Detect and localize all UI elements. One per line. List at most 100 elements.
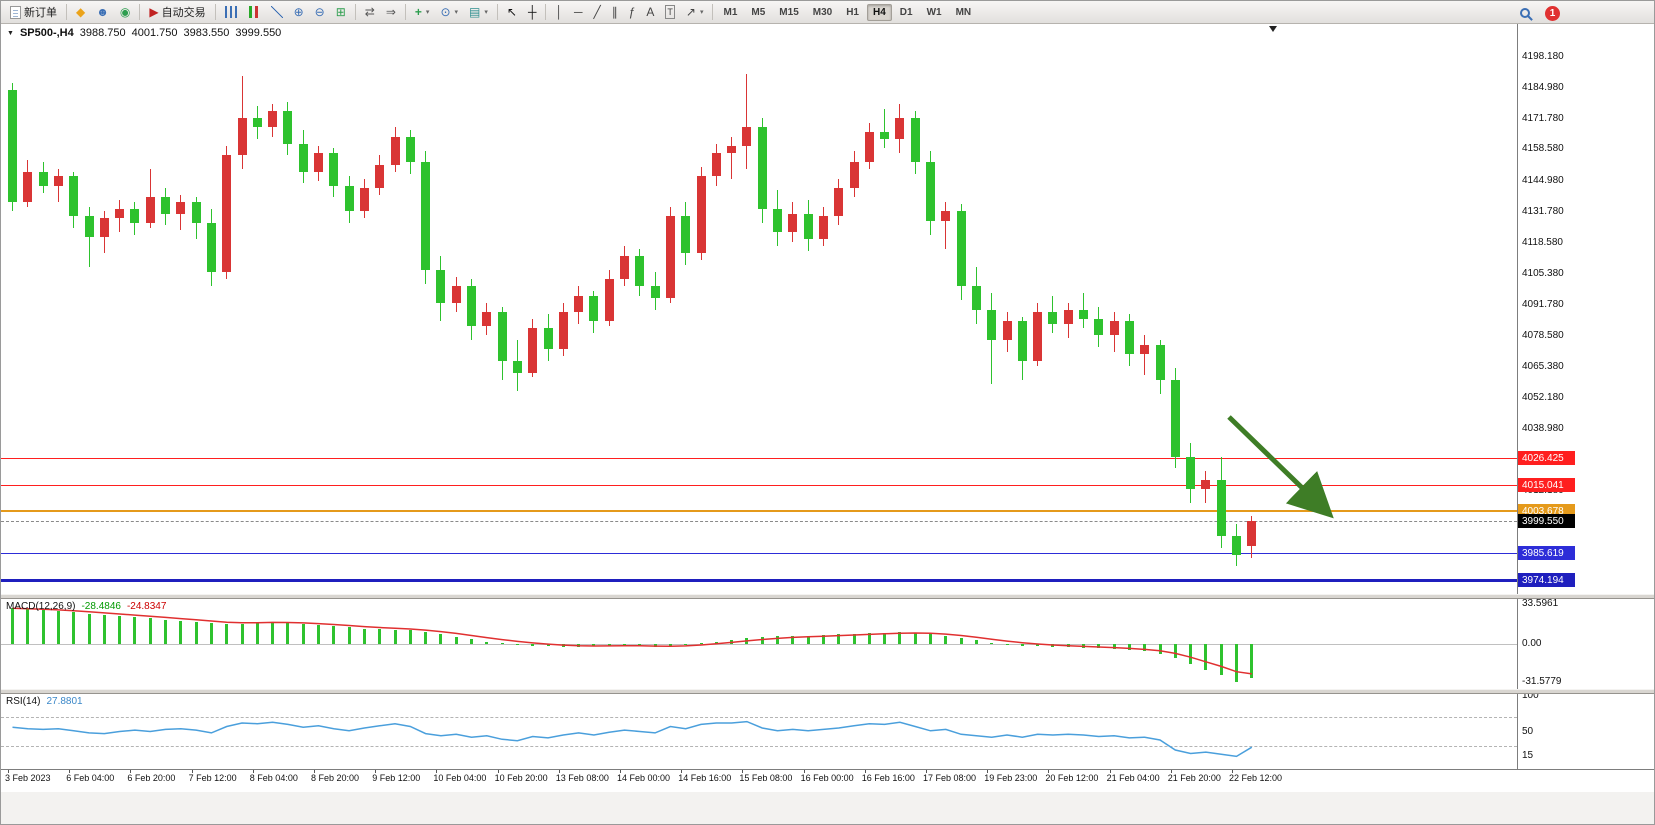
line-chart-mode-button[interactable] bbox=[266, 2, 288, 22]
trendline-button[interactable]: ╱ bbox=[588, 2, 605, 22]
arrows-button[interactable]: ↗ ▾ bbox=[681, 2, 709, 22]
macd-histogram-bar bbox=[11, 608, 14, 644]
candlestick-mode-button[interactable] bbox=[243, 2, 265, 22]
horizontal-line-icon: ─ bbox=[573, 5, 583, 19]
timeframe-button-m15[interactable]: M15 bbox=[779, 6, 799, 18]
macd-histogram-bar bbox=[929, 633, 932, 644]
macd-histogram-bar bbox=[592, 644, 596, 647]
macd-histogram-bar bbox=[791, 635, 795, 644]
candle-body bbox=[375, 164, 385, 189]
one-click-trading-toggle[interactable]: ▼ bbox=[7, 29, 14, 37]
timeframe-button-mn[interactable]: MN bbox=[955, 6, 972, 18]
timeframe-button-h4[interactable]: H4 bbox=[867, 3, 892, 21]
macd-histogram-bar bbox=[470, 639, 473, 644]
text-label-button[interactable]: T bbox=[660, 2, 680, 22]
zoom-in-button[interactable]: ⊕ bbox=[289, 2, 309, 22]
metatrader-app-button[interactable]: ◆ bbox=[71, 2, 90, 22]
candle-body bbox=[405, 136, 415, 163]
chart-window[interactable]: ▼ SP500-,H4 3988.750 4001.750 3983.550 3… bbox=[1, 24, 1654, 824]
vertical-line-button[interactable]: │ bbox=[550, 2, 568, 22]
candle-body bbox=[298, 143, 308, 172]
cursor-button[interactable]: ↖ bbox=[502, 2, 522, 22]
macd-histogram-bar bbox=[1020, 644, 1024, 646]
candle-body bbox=[344, 185, 354, 212]
horizontal-line[interactable] bbox=[1, 579, 1517, 582]
macd-histogram-bar bbox=[347, 627, 351, 644]
auto-scroll-button[interactable]: ⇄ bbox=[360, 2, 380, 22]
time-axis-tick bbox=[1109, 770, 1111, 773]
macd-histogram-bar bbox=[439, 634, 443, 644]
macd-histogram-bar bbox=[776, 636, 779, 644]
candle-body bbox=[895, 118, 905, 140]
bar-chart-mode-button[interactable] bbox=[220, 2, 242, 22]
candle-body bbox=[237, 118, 247, 156]
time-axis-tick bbox=[314, 770, 315, 773]
chart-shift-button[interactable]: ⇒ bbox=[381, 2, 401, 22]
auto-trading-button[interactable]: ▶ 自动交易 bbox=[144, 2, 210, 22]
zoom-out-button[interactable]: ⊖ bbox=[310, 2, 330, 22]
macd-histogram-bar bbox=[41, 610, 45, 644]
search-button[interactable] bbox=[1515, 3, 1535, 23]
macd-histogram-bar bbox=[883, 632, 887, 644]
text-button[interactable]: A bbox=[641, 2, 659, 22]
timeframe-button-d1[interactable]: D1 bbox=[899, 6, 913, 18]
macd-histogram-bar bbox=[179, 620, 183, 644]
chevron-down-icon: ▾ bbox=[454, 9, 459, 16]
time-axis-tick bbox=[803, 770, 805, 773]
horizontal-line[interactable] bbox=[1, 458, 1517, 459]
candle-body bbox=[283, 111, 293, 144]
new-order-button[interactable]: 新订单 bbox=[5, 2, 62, 22]
channel-button[interactable]: ∥ bbox=[607, 2, 623, 22]
trend-arrow-annotation[interactable] bbox=[1151, 384, 1401, 564]
macd-histogram-bar bbox=[760, 636, 764, 644]
indicators-button[interactable]: + ▾ bbox=[410, 2, 435, 22]
price-axis-label: 4198.180 bbox=[1522, 50, 1564, 62]
panel-splitter[interactable] bbox=[1, 594, 1654, 599]
candle-body bbox=[53, 176, 63, 186]
timeframe-button-m1[interactable]: M1 bbox=[723, 6, 738, 18]
search-icon bbox=[1520, 8, 1530, 18]
chevron-down-icon: ▾ bbox=[699, 9, 704, 16]
timeframe-button-h1[interactable]: H1 bbox=[846, 6, 859, 18]
rsi-indicator-label: RSI(14) 27.8801 bbox=[6, 696, 83, 707]
panel-splitter[interactable] bbox=[1, 689, 1654, 694]
candle-body bbox=[788, 213, 798, 233]
macd-histogram-bar bbox=[393, 629, 397, 644]
horizontal-line[interactable] bbox=[1, 553, 1517, 554]
time-axis-tick bbox=[252, 770, 254, 773]
notifications-badge[interactable]: 1 bbox=[1545, 5, 1560, 21]
candle-wick bbox=[88, 206, 90, 268]
crosshair-button[interactable]: ┼ bbox=[523, 2, 542, 22]
macd-histogram-bar bbox=[852, 633, 856, 644]
templates-button[interactable]: ▤ ▾ bbox=[464, 2, 493, 22]
macd-histogram-bar bbox=[271, 621, 275, 644]
rsi-level-line bbox=[1, 745, 1517, 747]
tile-windows-button[interactable]: ⊞ bbox=[331, 2, 351, 22]
horizontal-line[interactable] bbox=[1, 485, 1517, 486]
price-axis-label: 4184.980 bbox=[1522, 81, 1564, 93]
macd-histogram-bar bbox=[1173, 644, 1177, 659]
timeframe-button-m5[interactable]: M5 bbox=[751, 6, 766, 18]
candle-wick bbox=[731, 136, 733, 179]
candle-body bbox=[23, 171, 33, 203]
horizontal-line-button[interactable]: ─ bbox=[569, 2, 588, 22]
fibonacci-button[interactable]: ƒ bbox=[624, 2, 641, 22]
candle-body bbox=[635, 255, 645, 287]
candle-body bbox=[620, 255, 629, 280]
candle-body bbox=[130, 209, 140, 224]
chart-shift-marker[interactable] bbox=[1269, 26, 1277, 32]
candle-body bbox=[1109, 321, 1119, 336]
candle-body bbox=[329, 153, 339, 186]
macd-histogram-bar bbox=[209, 623, 213, 644]
zoom-out-icon: ⊖ bbox=[314, 5, 325, 19]
candle-body bbox=[803, 213, 813, 240]
community-button[interactable]: ◉ bbox=[115, 2, 135, 22]
periods-button[interactable]: ⊙ ▾ bbox=[435, 2, 463, 22]
close-value: 3999.550 bbox=[235, 27, 282, 39]
horizontal-line[interactable] bbox=[1, 510, 1517, 512]
timeframe-button-m30[interactable]: M30 bbox=[812, 6, 833, 18]
profile-button[interactable]: ☻ bbox=[91, 2, 114, 22]
candle-body bbox=[681, 216, 691, 254]
timeframe-button-w1[interactable]: W1 bbox=[926, 6, 942, 18]
candle-body bbox=[1247, 520, 1257, 546]
